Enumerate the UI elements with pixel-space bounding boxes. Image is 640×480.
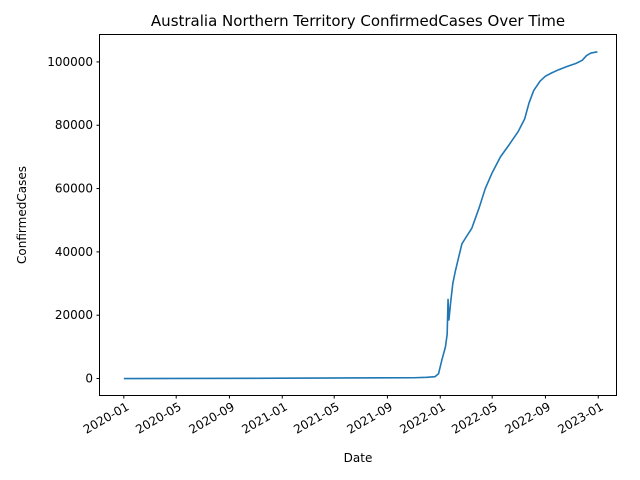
y-tick-label: 40000 [55, 245, 93, 259]
x-tick-label: 2020-01 [81, 399, 131, 436]
x-axis-ticks: 2020-01 2020-05 2020-09 2021-01 2021-05 2021-… [81, 395, 606, 437]
x-axis-label: Date [344, 451, 373, 465]
y-tick-label: 20000 [55, 308, 93, 322]
chart-title: Australia Northern Territory ConfirmedCa… [151, 12, 565, 30]
x-tick-label: 2023-01 [555, 399, 605, 436]
y-axis-ticks: 0 20000 40000 60000 80000 100000 [47, 55, 100, 386]
plot-frame [99, 34, 617, 396]
x-tick-label: 2022-05 [449, 399, 499, 436]
x-tick-label: 2020-05 [133, 399, 183, 436]
x-tick-label: 2021-01 [239, 399, 289, 436]
y-axis-label: ConfirmedCases [15, 166, 29, 264]
series-line-confirmed-cases [123, 50, 598, 380]
x-tick-label: 2021-09 [345, 399, 395, 436]
x-tick-label: 2020-09 [187, 399, 237, 436]
x-tick-label: 2022-09 [503, 399, 553, 436]
x-tick-label: 2022-01 [397, 399, 447, 436]
y-tick-label: 0 [85, 372, 93, 386]
y-tick-label: 100000 [47, 55, 93, 69]
y-tick-label: 60000 [55, 182, 93, 196]
x-tick-label: 2021-05 [291, 399, 341, 436]
y-tick-label: 80000 [55, 118, 93, 132]
